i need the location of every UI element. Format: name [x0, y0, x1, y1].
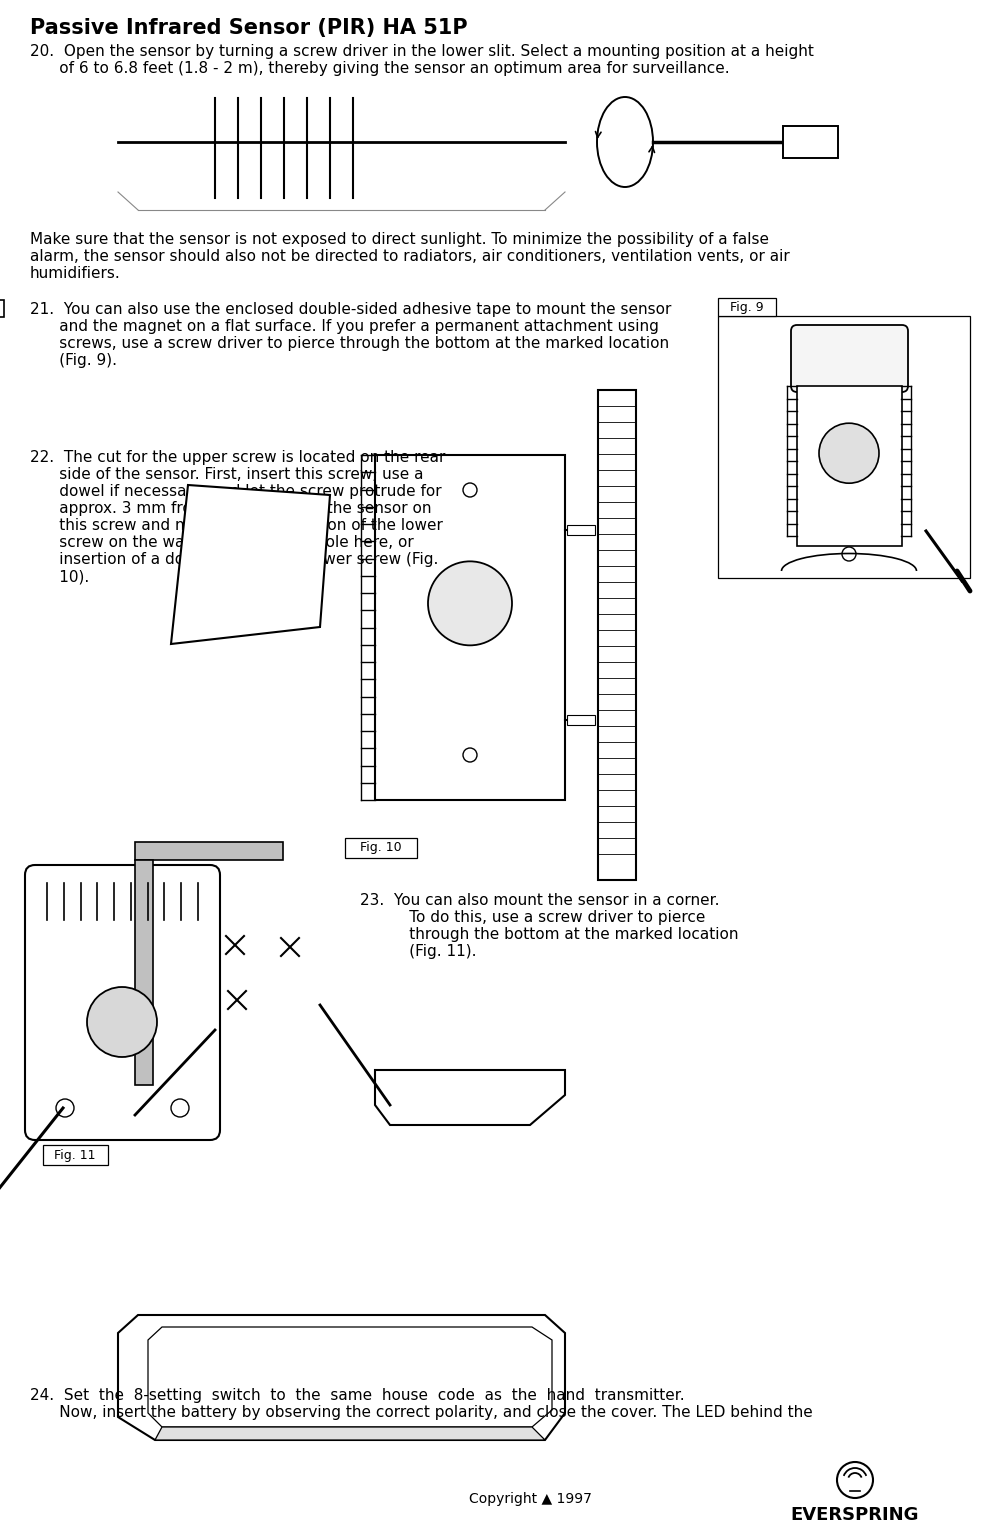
Polygon shape — [118, 1315, 565, 1440]
Text: side of the sensor. First, insert this screw, use a: side of the sensor. First, insert this s… — [30, 467, 423, 482]
FancyBboxPatch shape — [25, 865, 220, 1141]
Text: this screw and now mark the position of the lower: this screw and now mark the position of … — [30, 518, 442, 534]
Bar — [782, 127, 837, 159]
Bar — [718, 316, 969, 578]
Bar — [796, 386, 902, 546]
Text: Fig. 10: Fig. 10 — [360, 842, 402, 854]
Bar — [135, 842, 282, 860]
Text: insertion of a dowel, tighten the lower screw (Fig.: insertion of a dowel, tighten the lower … — [30, 552, 438, 567]
Bar — [718, 297, 775, 316]
Text: screw on the wall. After drilling a hole here, or: screw on the wall. After drilling a hole… — [30, 535, 414, 551]
Bar — [375, 454, 565, 801]
Text: Copyright ▲ 1997: Copyright ▲ 1997 — [468, 1491, 590, 1507]
Circle shape — [86, 987, 157, 1057]
Text: through the bottom at the marked location: through the bottom at the marked locatio… — [380, 927, 738, 942]
Polygon shape — [171, 485, 330, 644]
Text: 21.  You can also use the enclosed double-sided adhesive tape to mount the senso: 21. You can also use the enclosed double… — [30, 302, 671, 317]
Text: humidifiers.: humidifiers. — [30, 265, 120, 281]
Text: Now, insert the battery by observing the correct polarity, and close the cover. : Now, insert the battery by observing the… — [30, 1405, 812, 1420]
Circle shape — [818, 424, 878, 483]
Text: and the magnet on a flat surface. If you prefer a permanent attachment using: and the magnet on a flat surface. If you… — [30, 319, 658, 334]
Text: Passive Infrared Sensor (PIR) HA 51P: Passive Infrared Sensor (PIR) HA 51P — [30, 18, 467, 38]
Bar — [567, 525, 594, 535]
Bar — [43, 1145, 108, 1165]
Polygon shape — [155, 1427, 545, 1440]
Bar — [345, 839, 416, 859]
Text: Fig. 11: Fig. 11 — [55, 1148, 95, 1162]
Text: approx. 3 mm from the wall. Hang the sensor on: approx. 3 mm from the wall. Hang the sen… — [30, 502, 431, 515]
FancyBboxPatch shape — [790, 325, 908, 392]
Text: (Fig. 11).: (Fig. 11). — [380, 944, 476, 959]
Circle shape — [427, 561, 512, 645]
Text: dowel if necessary, and let the screw protrude for: dowel if necessary, and let the screw pr… — [30, 483, 441, 499]
Text: 22.  The cut for the upper screw is located on the rear: 22. The cut for the upper screw is locat… — [30, 450, 445, 465]
Text: 10).: 10). — [30, 569, 89, 584]
Text: EVERSPRING: EVERSPRING — [790, 1507, 918, 1523]
Polygon shape — [375, 1071, 565, 1125]
Text: 23.  You can also mount the sensor in a corner.: 23. You can also mount the sensor in a c… — [360, 894, 719, 907]
Polygon shape — [0, 300, 4, 317]
Text: Fig. 9: Fig. 9 — [730, 300, 763, 314]
Bar — [567, 715, 594, 724]
Bar — [597, 390, 635, 880]
Text: alarm, the sensor should also not be directed to radiators, air conditioners, ve: alarm, the sensor should also not be dir… — [30, 249, 789, 264]
Text: 20.  Open the sensor by turning a screw driver in the lower slit. Select a mount: 20. Open the sensor by turning a screw d… — [30, 44, 813, 59]
Text: of 6 to 6.8 feet (1.8 - 2 m), thereby giving the sensor an optimum area for surv: of 6 to 6.8 feet (1.8 - 2 m), thereby gi… — [30, 61, 729, 76]
Text: 24.  Set  the  8-setting  switch  to  the  same  house  code  as  the  hand  tra: 24. Set the 8-setting switch to the same… — [30, 1388, 684, 1403]
Text: To do this, use a screw driver to pierce: To do this, use a screw driver to pierce — [380, 910, 705, 926]
Bar — [135, 860, 153, 1084]
Text: (Fig. 9).: (Fig. 9). — [30, 352, 117, 368]
Text: screws, use a screw driver to pierce through the bottom at the marked location: screws, use a screw driver to pierce thr… — [30, 336, 668, 351]
Text: Make sure that the sensor is not exposed to direct sunlight. To minimize the pos: Make sure that the sensor is not exposed… — [30, 232, 768, 247]
